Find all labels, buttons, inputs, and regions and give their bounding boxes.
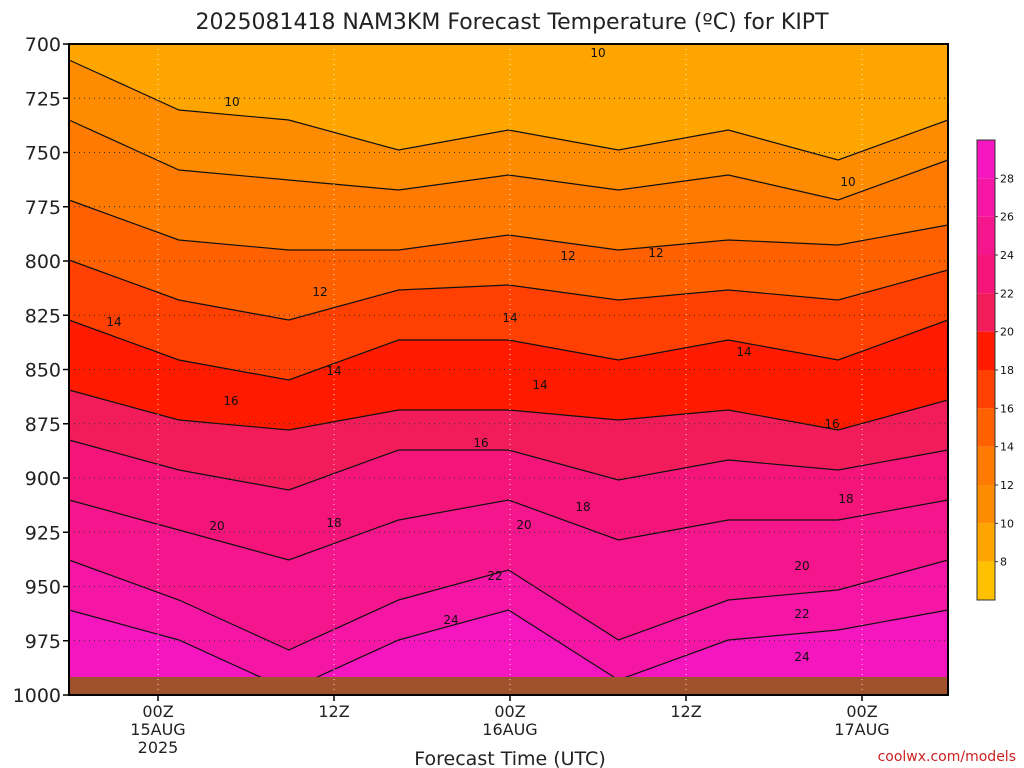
y-tick-label: 950 [25,577,61,599]
colorbar-swatch [977,140,995,179]
colorbar-label: 28 [1000,172,1014,185]
colorbar-swatch [977,370,995,409]
contour-label: 14 [106,315,121,329]
colorbar-swatch [977,331,995,370]
contour-label: 18 [838,492,853,506]
contour-label: 14 [736,345,751,359]
colorbar-swatch [977,446,995,485]
y-tick-label: 975 [25,631,61,653]
colorbar-swatch [977,178,995,217]
isotherm-line [68,199,949,251]
isotherm-line [68,319,949,381]
plot-area: 10 10 10 12 12 12 14 14 14 14 14 16 16 16 18 18 18 20 20 20… [68,43,949,696]
colorbar-label: 20 [1000,326,1014,339]
x-tick-label: 00Z [142,702,173,721]
y-tick-label: 725 [25,88,61,110]
y-tick-label: 775 [25,197,61,219]
x-tick-label: 12Z [670,702,701,721]
contour-label: 20 [516,518,531,532]
colorbar-swatch [977,216,995,255]
y-tick-label: 700 [25,34,61,56]
contour-label: 24 [794,650,809,664]
x-tick-label: 00Z [494,702,525,721]
colorbar-label: 8 [1000,556,1007,569]
y-tick-label: 800 [25,251,61,273]
contour-label: 10 [224,95,239,109]
x-tick-label: 16AUG [482,720,537,739]
y-tick-label: 900 [25,468,61,490]
y-axis-labels: 700 725 750 775 800 825 850 875 900 925 950 975 1000 [13,34,69,707]
colorbar-label: 26 [1000,211,1014,224]
isotherm-line [68,389,949,431]
contour-label: 24 [443,613,458,627]
contour-label: 12 [560,249,575,263]
x-axis-title: Forecast Time (UTC) [414,748,605,768]
colorbar-label: 18 [1000,364,1014,377]
contour-label: 22 [487,569,502,583]
y-tick-label: 750 [25,143,61,165]
colorbar-label: 10 [1000,517,1014,530]
isotherm-line [68,609,949,691]
contour-label: 18 [575,500,590,514]
color-scale-legend: 8 10 12 14 16 18 20 22 24 26 28 [976,139,1014,601]
y-tick-label: 850 [25,360,61,382]
colorbar-label: 24 [1000,249,1014,262]
isotherm-line [68,439,949,491]
colorbar-label: 22 [1000,287,1014,300]
y-tick-label: 925 [25,522,61,544]
contour-label: 14 [502,311,517,325]
y-tick-label: 875 [25,414,61,436]
contour-label: 14 [326,364,341,378]
y-tick-label: 825 [25,305,61,327]
isotherm-line [68,59,949,161]
contour-label: 20 [209,519,224,533]
contour-label: 10 [590,46,605,60]
contour-label: 10 [840,175,855,189]
contour-label: 22 [794,607,809,621]
isotherm-line [68,499,949,561]
isotherm-line [68,259,949,321]
temperature-band-fill [69,610,948,695]
colorbar-label: 12 [1000,479,1014,492]
colorbar-swatch [977,293,995,332]
colorbar-label: 14 [1000,441,1014,454]
colorbar-swatch [977,408,995,447]
colorbar-label: 16 [1000,402,1014,415]
x-tick-label: 12Z [318,702,349,721]
y-tick-label: 1000 [13,685,61,707]
x-tick-label: 2025 [138,738,179,757]
contour-label: 18 [326,516,341,530]
isotherm-line [68,559,949,651]
colorbar-swatch [977,485,995,524]
contour-label: 16 [824,417,839,431]
x-tick-label: 15AUG [130,720,185,739]
contour-label: 14 [532,378,547,392]
contour-label: 16 [223,394,238,408]
contour-label: 12 [312,285,327,299]
contour-label: 16 [473,436,488,450]
chart-title: 2025081418 NAM3KM Forecast Temperature (… [195,10,829,35]
colorbar-swatch [977,561,995,600]
contour-label: 20 [794,559,809,573]
contour-label: 12 [648,246,663,260]
x-tick-label: 00Z [846,702,877,721]
terrain-surface [69,677,948,695]
x-tick-label: 17AUG [834,720,889,739]
site-credit: coolwx.com/models [878,749,1016,765]
isotherm-line [68,119,949,201]
colorbar-swatch [977,255,995,294]
colorbar-swatch [977,523,995,562]
